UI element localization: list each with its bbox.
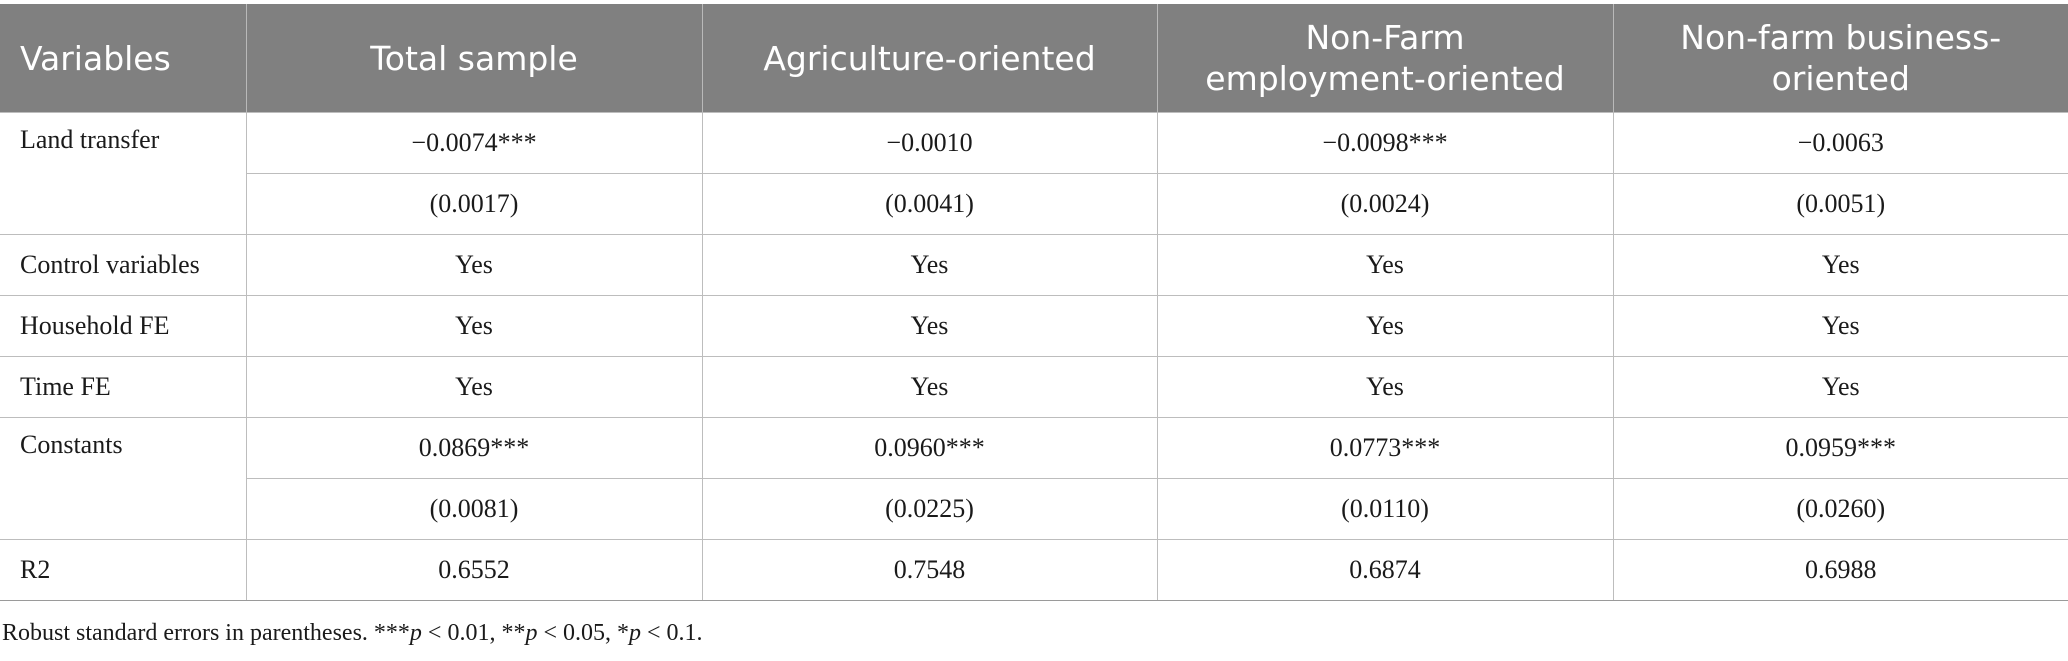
table-cell: 0.0960*** [701, 417, 1158, 479]
row-label-time-fe: Time FE [0, 356, 247, 418]
table-row-r2: R2 0.6552 0.7548 0.6874 0.6988 [0, 539, 2068, 601]
header-line: Non-farm business- [1680, 18, 2002, 57]
table-cell: −0.0010 [701, 112, 1158, 174]
header-variables: Variables [0, 4, 247, 113]
table-cell: −0.0063 [1612, 112, 2068, 174]
footnote-text: < 0.01, ** [421, 620, 526, 646]
table-row-household-fe: Household FE Yes Yes Yes Yes [0, 295, 2068, 357]
table-cell: Yes [245, 356, 703, 418]
table-cell: −0.0074*** [245, 112, 703, 174]
row-label-constants: Constants [0, 417, 247, 540]
table-cell: (0.0260) [1612, 478, 2068, 540]
table-cell: (0.0051) [1612, 173, 2068, 235]
table-cell: Yes [1156, 356, 1614, 418]
table-cell: 0.0773*** [1156, 417, 1614, 479]
table-footnote: Robust standard errors in parentheses. *… [2, 620, 703, 647]
table-cell: Yes [1612, 356, 2068, 418]
header-line: employment-oriented [1205, 59, 1565, 98]
table-cell: Yes [245, 295, 703, 357]
header-line: oriented [1771, 59, 1910, 98]
table-cell: (0.0110) [1156, 478, 1614, 540]
table-cell: 0.6552 [245, 539, 703, 601]
table-cell: (0.0041) [701, 173, 1158, 235]
header-total-sample: Total sample [246, 4, 703, 113]
table-cell: (0.0225) [701, 478, 1158, 540]
footnote-text: < 0.1. [641, 620, 703, 646]
table-cell: Yes [1612, 295, 2068, 357]
header-non-farm-employment-oriented: Non-Farm employment-oriented [1157, 4, 1614, 113]
header-line: Non-Farm [1305, 18, 1465, 57]
table-row-constants-coef: Constants 0.0869*** 0.0960*** 0.0773*** … [0, 417, 2068, 540]
table-cell: 0.7548 [701, 539, 1158, 601]
footnote-p-symbol: p [409, 620, 422, 646]
row-label-r2: R2 [0, 539, 247, 601]
table-cell: 0.0959*** [1612, 417, 2068, 479]
header-row: Variables Total sample Agriculture-orien… [0, 4, 2068, 113]
header-non-farm-business-oriented: Non-farm business-oriented [1613, 4, 2068, 113]
regression-results-table: Variables Total sample Agriculture-orien… [0, 4, 2068, 601]
table-row-control-variables: Control variables Yes Yes Yes Yes [0, 234, 2068, 296]
table-cell: −0.0098*** [1156, 112, 1614, 174]
table-cell: Yes [701, 234, 1158, 296]
results-table-container: Variables Total sample Agriculture-orien… [0, 4, 2068, 601]
table-cell: Yes [1612, 234, 2068, 296]
table-cell: Yes [1156, 234, 1614, 296]
table-cell: (0.0017) [246, 173, 703, 235]
table-cell: Yes [701, 295, 1158, 357]
row-label-household-fe: Household FE [0, 295, 247, 357]
table-cell: Yes [1156, 295, 1614, 357]
table-cell: (0.0024) [1156, 173, 1614, 235]
table-cell: Yes [245, 234, 703, 296]
table-cell: (0.0081) [246, 478, 703, 540]
table-row-land-transfer-coef: Land transfer −0.0074*** −0.0010 −0.0098… [0, 112, 2068, 235]
table-cell: Yes [701, 356, 1158, 418]
table-row-land-transfer-se: (0.0017) (0.0041) (0.0024) (0.0051) [0, 173, 2068, 235]
footnote-text: Robust standard errors in parentheses. *… [2, 620, 410, 646]
footnote-text: < 0.05, * [537, 620, 629, 646]
table-cell: 0.6988 [1612, 539, 2068, 601]
row-label-land-transfer: Land transfer [0, 112, 247, 235]
table-row-constants-se: (0.0081) (0.0225) (0.0110) (0.0260) [0, 478, 2068, 540]
footnote-p-symbol: p [525, 620, 538, 646]
row-label-control-variables: Control variables [0, 234, 247, 296]
footnote-p-symbol: p [629, 620, 641, 646]
header-agriculture-oriented: Agriculture-oriented [702, 4, 1158, 113]
table-cell: 0.0869*** [245, 417, 703, 479]
table-cell: 0.6874 [1156, 539, 1614, 601]
table-row-time-fe: Time FE Yes Yes Yes Yes [0, 356, 2068, 418]
